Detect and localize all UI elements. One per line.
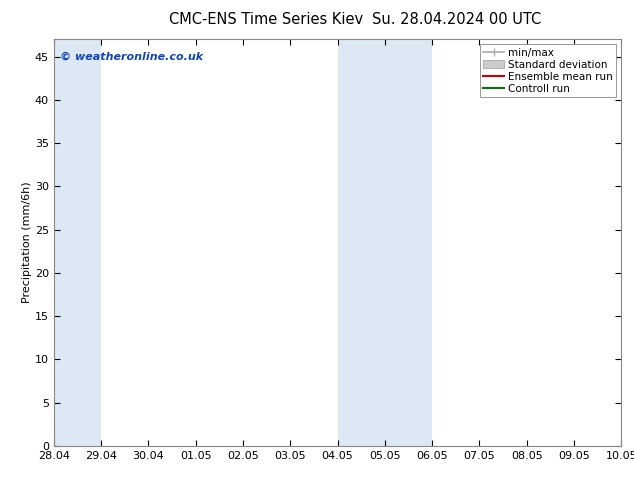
Text: Su. 28.04.2024 00 UTC: Su. 28.04.2024 00 UTC [372,12,541,27]
Bar [385,39,432,446]
Text: © weatheronline.co.uk: © weatheronline.co.uk [60,51,203,61]
Bar [54,39,101,446]
Legend: min/max, Standard deviation, Ensemble mean run, Controll run: min/max, Standard deviation, Ensemble me… [480,45,616,97]
Y-axis label: Precipitation (mm/6h): Precipitation (mm/6h) [22,182,32,303]
Text: CMC-ENS Time Series Kiev: CMC-ENS Time Series Kiev [169,12,363,27]
Bar [337,39,385,446]
